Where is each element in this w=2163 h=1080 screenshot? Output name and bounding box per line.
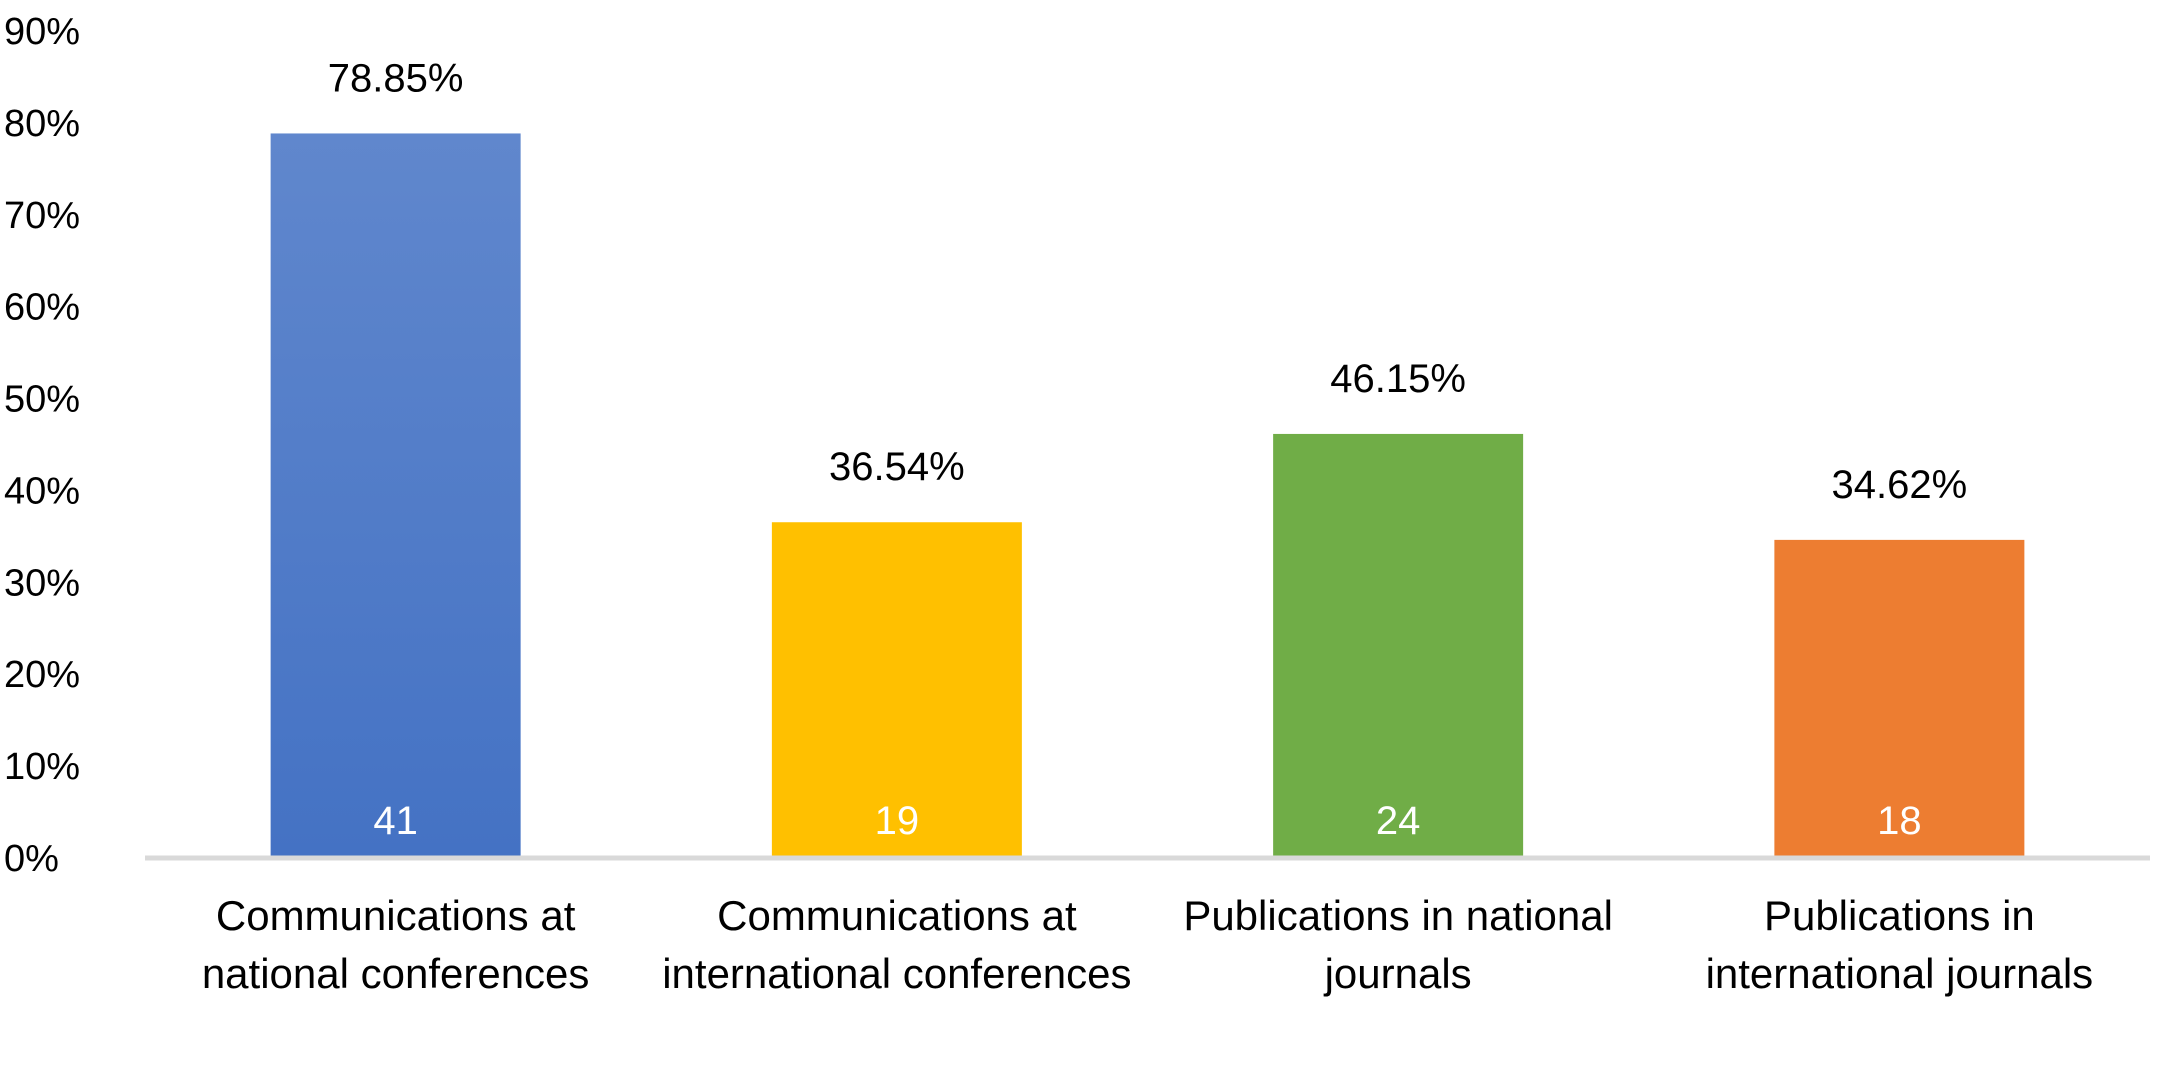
data-label: 78.85% [328,56,464,100]
bar [270,133,521,858]
count-label: 19 [875,799,920,843]
count-label: 18 [1877,799,1922,843]
bar [1273,433,1524,858]
y-tick-label: 90% [4,11,80,53]
y-tick-label: 80% [4,103,80,145]
x-tick-label-line: national conferences [202,950,590,997]
y-tick-label: 0% [4,838,59,880]
x-tick-label-line: Communications at [717,892,1077,939]
y-tick-label: 20% [4,654,80,696]
count-label: 24 [1376,799,1421,843]
x-tick-label: Publications in national journals [1183,892,1613,997]
y-tick-label: 70% [4,195,80,237]
x-tick-label-line: Publications in national [1183,892,1613,939]
bar [1774,539,2025,858]
x-tick-label: Publications in international journals [1706,892,2094,997]
x-tick-label: Communications at national conferences [202,892,590,997]
x-tick-label-line: Publications in [1764,892,2035,939]
data-label: 36.54% [829,445,965,489]
x-tick-label-line: Communications at [216,892,576,939]
x-tick-label-line: international journals [1706,950,2094,997]
data-label: 34.62% [1832,463,1968,507]
x-tick-label-line: international conferences [662,950,1131,997]
data-label: 46.15% [1330,357,1466,401]
y-tick-label: 30% [4,562,80,604]
y-tick-label: 40% [4,470,80,512]
y-tick-label: 60% [4,287,80,329]
y-tick-label: 10% [4,746,80,788]
bar [771,522,1022,858]
y-tick-label: 50% [4,379,80,421]
count-label: 41 [373,799,418,843]
x-tick-label: Communications at international conferenc… [662,892,1131,997]
x-tick-label-line: journals [1323,950,1472,997]
